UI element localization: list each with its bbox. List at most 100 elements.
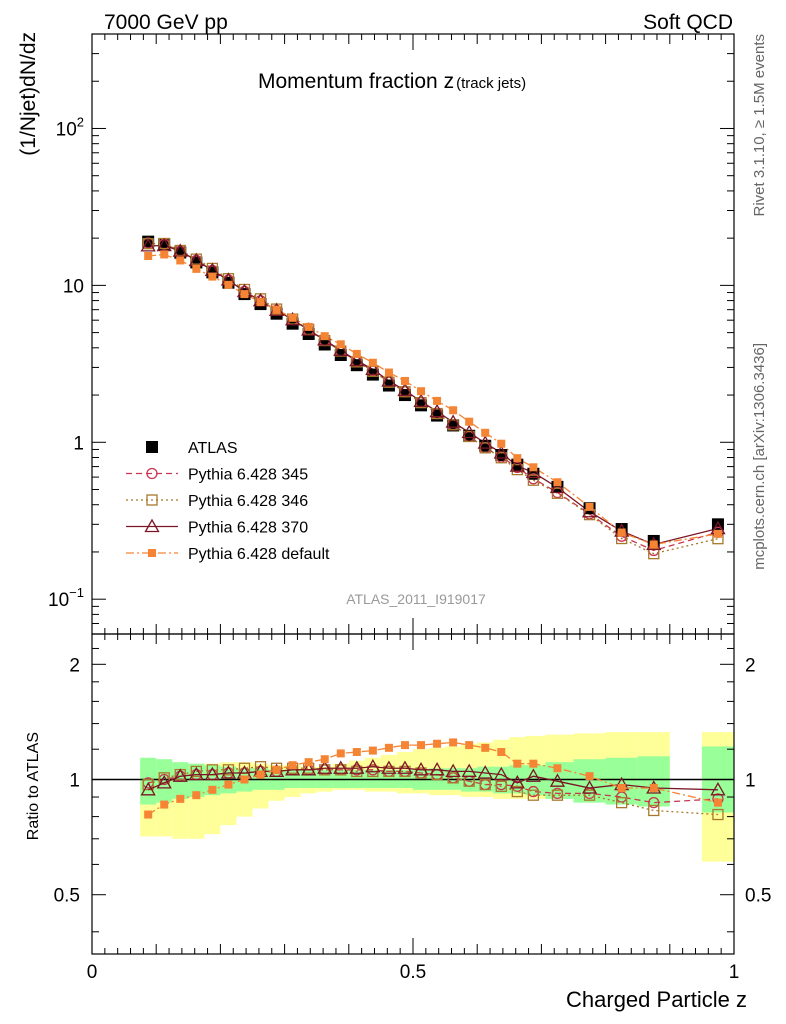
ratio-point-1 xyxy=(648,804,660,817)
ratio-point-2 xyxy=(172,768,188,782)
main-point-3 xyxy=(585,502,594,511)
legend-marker-2 xyxy=(144,518,160,533)
main-point-3 xyxy=(497,439,506,448)
ratio-line-0 xyxy=(148,769,718,804)
ratio-point-3 xyxy=(176,794,185,803)
y-tick-label: 10−1 xyxy=(48,585,84,611)
ratio-point-3 xyxy=(256,770,265,779)
ratio-point-3 xyxy=(144,810,153,819)
main-point-3 xyxy=(465,417,474,426)
ratio-point-3 xyxy=(208,785,217,794)
main-point-2 xyxy=(549,479,566,494)
ratio-point-2 xyxy=(525,768,541,782)
y-tick-exponent: −1 xyxy=(69,585,84,600)
y-axis-label: (1/Njet)dN/dz xyxy=(17,32,40,156)
main-point-3 xyxy=(400,376,409,385)
ratio-point-2 xyxy=(188,766,204,781)
legend-label-0: Pythia 6.428 345 xyxy=(188,467,308,484)
main-point-3 xyxy=(336,340,345,349)
inner-band-bin xyxy=(172,762,189,799)
inner-band-bin xyxy=(140,757,157,805)
header-right-label: Soft QCD xyxy=(643,11,733,34)
main-point-2 xyxy=(493,445,509,459)
ratio-point-2 xyxy=(381,760,397,774)
ratio-point-3 xyxy=(224,780,233,789)
main-point-3 xyxy=(304,322,313,331)
main-point-3 xyxy=(529,463,538,472)
legend-marker-0 xyxy=(146,467,158,480)
ratio-point-2 xyxy=(220,765,237,779)
main-series-layer xyxy=(140,235,726,560)
ratio-point-2 xyxy=(317,760,333,774)
ratio-line-1 xyxy=(147,766,718,816)
main-point-1 xyxy=(648,548,660,560)
ratio-series-layer xyxy=(92,738,734,821)
ratio-point-3 xyxy=(585,772,594,781)
main-point-2 xyxy=(140,238,156,252)
ratio-tick-label-right: 2 xyxy=(745,655,756,676)
ratio-point-3 xyxy=(352,748,361,757)
ratio-tick-label-right: 1 xyxy=(745,771,756,792)
ratio-point-2 xyxy=(204,766,220,781)
main-point-2 xyxy=(413,393,429,408)
main-point-3 xyxy=(433,396,442,405)
main-point-1 xyxy=(463,430,475,443)
header-left-label: 7000 GeV pp xyxy=(104,11,228,34)
ratio-point-1 xyxy=(190,765,202,778)
ratio-point-2 xyxy=(429,762,445,776)
ratio-point-3 xyxy=(649,784,658,793)
legend-label-2: Pythia 6.428 370 xyxy=(188,520,308,537)
ratio-point-3 xyxy=(192,791,201,800)
y-tick-label: 102 xyxy=(56,114,84,140)
ratio-point-3 xyxy=(272,765,281,774)
ratio-point-1 xyxy=(447,772,459,784)
ratio-point-2 xyxy=(349,760,365,774)
ratio-point-3 xyxy=(617,784,626,793)
main-point-3 xyxy=(417,387,426,396)
analysis-watermark: ATLAS_2011_I919017 xyxy=(346,591,486,607)
ratio-point-1 xyxy=(616,797,628,809)
ratio-point-3 xyxy=(513,759,522,768)
ratio-point-3 xyxy=(304,758,313,767)
atlas-data-point xyxy=(415,399,428,412)
ratio-point-3 xyxy=(481,743,490,752)
ratio-point-3 xyxy=(553,764,562,773)
ratio-point-2 xyxy=(333,760,349,774)
main-point-3 xyxy=(481,428,490,437)
legend-label-3: Pythia 6.428 default xyxy=(188,546,330,563)
y-tick-mantissa: 1 xyxy=(73,433,84,454)
ratio-tick-label-left: 0.5 xyxy=(54,886,80,907)
ratio-point-2 xyxy=(710,781,726,796)
main-point-3 xyxy=(160,250,169,259)
main-point-3 xyxy=(352,349,361,358)
main-point-3 xyxy=(649,540,658,549)
main-point-1 xyxy=(551,487,564,499)
y-tick-mantissa: 10 xyxy=(56,119,77,140)
main-point-2 xyxy=(397,382,413,397)
ratio-point-3 xyxy=(384,743,393,752)
main-point-1 xyxy=(527,474,540,486)
main-point-3 xyxy=(713,529,722,538)
x-tick-label: 1 xyxy=(729,962,740,983)
atlas-data-point xyxy=(158,238,171,251)
ratio-point-2 xyxy=(413,762,429,776)
main-point-3 xyxy=(384,368,393,377)
y-tick-mantissa: 10 xyxy=(63,276,84,297)
main-point-3 xyxy=(224,280,233,289)
ratio-point-3 xyxy=(240,775,249,784)
inner-band-bin xyxy=(605,757,638,805)
ratio-point-2 xyxy=(477,765,493,779)
ratio-tick-label-right: 0.5 xyxy=(745,886,771,907)
ratio-point-1 xyxy=(527,789,540,801)
ratio-point-3 xyxy=(288,761,297,770)
ratio-point-2 xyxy=(140,781,156,796)
main-point-2 xyxy=(349,352,365,367)
ratio-point-1 xyxy=(495,780,507,792)
main-point-2 xyxy=(172,243,188,257)
legend-marker-1 xyxy=(146,494,158,506)
main-point-2 xyxy=(381,373,397,387)
ratio-point-2 xyxy=(301,762,317,776)
ratio-y-axis-label: Ratio to ATLAS xyxy=(25,732,42,840)
ratio-point-3 xyxy=(449,738,458,747)
